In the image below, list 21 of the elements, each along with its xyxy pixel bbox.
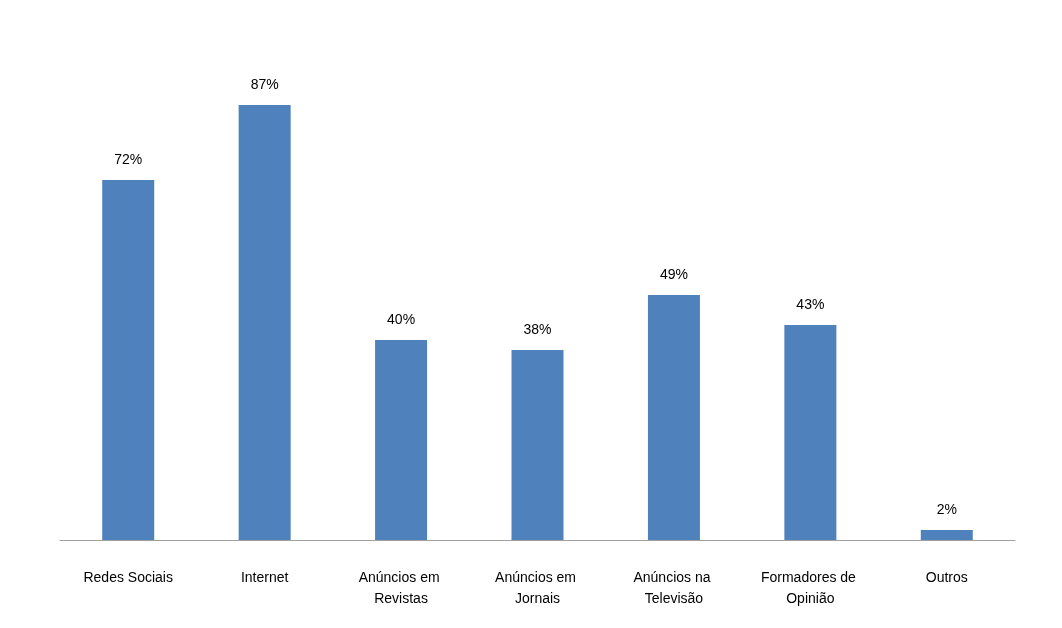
x-tick-label: Redes Sociais: [83, 568, 173, 585]
data-label: 49%: [659, 266, 688, 282]
data-label: 38%: [523, 321, 552, 337]
x-tick-label: Outros: [925, 568, 968, 585]
data-label: 43%: [796, 296, 825, 312]
bar: [784, 325, 837, 540]
bar: [102, 180, 155, 540]
x-tick-label: Formadores de Opinião: [760, 568, 860, 606]
x-tick-label: Internet: [240, 568, 289, 585]
data-label: 2%: [936, 501, 957, 517]
bar: [511, 350, 564, 540]
bar: [375, 340, 428, 540]
data-label: 72%: [114, 151, 143, 167]
bar: [647, 295, 700, 540]
data-label: 40%: [387, 311, 416, 327]
data-label: 87%: [250, 76, 279, 92]
x-tick-label: Anúncios em Revistas: [358, 568, 444, 606]
x-tick-label: Anúncios na Televisão: [633, 568, 715, 606]
bar: [238, 105, 291, 540]
bar: [920, 530, 973, 540]
x-tick-label: Anúncios em Jornais: [495, 568, 580, 606]
